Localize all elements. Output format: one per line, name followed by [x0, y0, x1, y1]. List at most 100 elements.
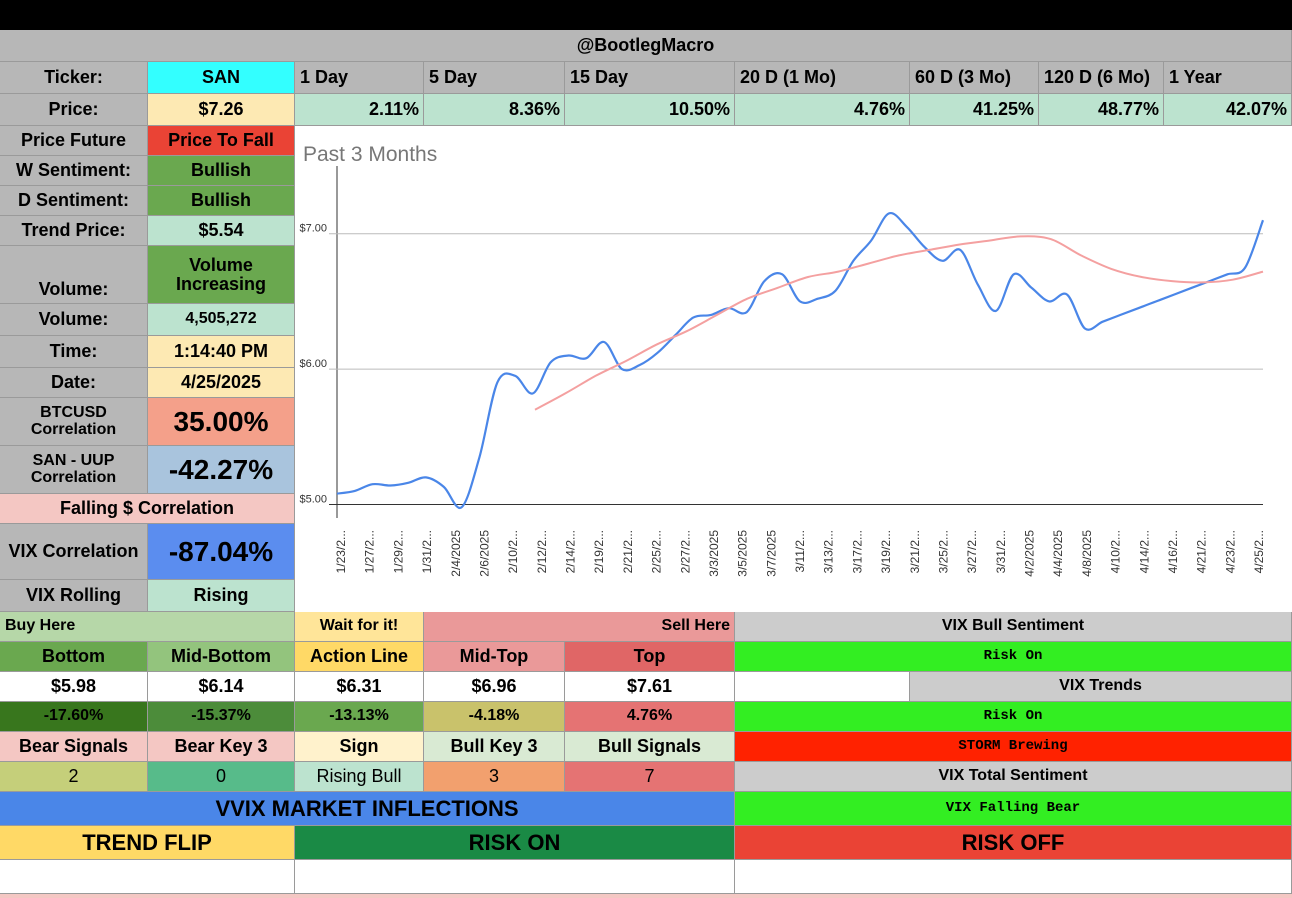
x-tick-label: 2/19/2...	[592, 530, 606, 573]
signal-value-bear: 2	[0, 762, 148, 792]
volume-trend-value: Volume Increasing	[148, 246, 295, 304]
period-5d: 5 Day	[424, 62, 565, 94]
signal-value-bear-key: 0	[148, 762, 295, 792]
buy-here-label: Buy Here	[0, 612, 295, 642]
signal-value-bull: 7	[565, 762, 735, 792]
ticker-value: SAN	[148, 62, 295, 94]
level-header-action: Action Line	[295, 642, 424, 672]
x-tick-label: 3/3/2025	[707, 530, 721, 577]
x-tick-label: 1/29/2...	[391, 530, 405, 573]
level-pct-bottom: -17.60%	[0, 702, 148, 732]
level-price-mid-top: $6.96	[424, 672, 565, 702]
signal-value-sign: Rising Bull	[295, 762, 424, 792]
risk-off: RISK OFF	[735, 826, 1292, 860]
level-header-top: Top	[565, 642, 735, 672]
x-tick-label: 3/21/2...	[908, 530, 922, 573]
level-price-mid-bottom: $6.14	[148, 672, 295, 702]
change-5d: 8.36%	[424, 94, 565, 126]
x-tick-label: 4/25/2...	[1252, 530, 1266, 573]
signal-header-bull-key: Bull Key 3	[424, 732, 565, 762]
level-price-bottom: $5.98	[0, 672, 148, 702]
x-tick-label: 2/21/2...	[621, 530, 635, 573]
uup-corr-label: SAN - UUP Correlation	[0, 446, 148, 494]
level-header-mid-bottom: Mid-Bottom	[148, 642, 295, 672]
x-tick-label: 1/23/2...	[334, 530, 348, 573]
x-tick-label: 2/10/2...	[506, 530, 520, 573]
risk-off-value	[735, 860, 1292, 894]
trend-line	[534, 235, 1264, 411]
price-chart: Past 3 Months $5.00 $6.00 $7.00 1/23/2... 1/…	[295, 126, 1292, 612]
x-tick-label: 2/6/2025	[477, 530, 491, 577]
x-tick-label: 3/25/2...	[936, 530, 950, 573]
price-future-label: Price Future	[0, 126, 148, 156]
trend-flip: TREND FLIP	[0, 826, 295, 860]
trend-flip-value	[0, 860, 295, 894]
x-tick-label: 2/14/2...	[564, 530, 578, 573]
date-label: Date:	[0, 368, 148, 398]
change-20d: 4.76%	[735, 94, 910, 126]
ticker-label: Ticker:	[0, 62, 148, 94]
d-sentiment-value: Bullish	[148, 186, 295, 216]
x-tick-label: 2/12/2...	[535, 530, 549, 573]
trend-price-value: $5.54	[148, 216, 295, 246]
level-pct-mid-bottom: -15.37%	[148, 702, 295, 732]
x-tick-label: 1/27/2...	[363, 530, 377, 573]
volume-value: 4,505,272	[148, 304, 295, 336]
x-tick-label: 4/21/2...	[1195, 530, 1209, 573]
bottom-strip	[0, 894, 1292, 898]
vix-total-label: VIX Total Sentiment	[735, 762, 1292, 792]
w-sentiment-value: Bullish	[148, 156, 295, 186]
vix-trend-value-1: Risk On	[735, 702, 1292, 732]
chart-title: Past 3 Months	[303, 143, 437, 166]
vix-corr-value: -87.04%	[148, 524, 295, 580]
x-tick-label: 3/19/2...	[879, 530, 893, 573]
signal-header-bull: Bull Signals	[565, 732, 735, 762]
date-value: 4/25/2025	[148, 368, 295, 398]
x-tick-label: 3/13/2...	[822, 530, 836, 573]
period-1y: 1 Year	[1164, 62, 1292, 94]
top-bar	[0, 0, 1292, 30]
wait-label: Wait for it!	[295, 612, 424, 642]
signal-header-bear-key: Bear Key 3	[148, 732, 295, 762]
volume-trend-label: Volume:	[0, 246, 148, 304]
risk-on: RISK ON	[295, 826, 735, 860]
price-chart-svg: Past 3 Months $5.00 $6.00 $7.00 1/23/2... 1/…	[299, 143, 1266, 577]
x-tick-label: 1/31/2...	[420, 530, 434, 573]
x-tick-label: 3/27/2...	[965, 530, 979, 573]
x-tick-label: 3/31/2...	[994, 530, 1008, 573]
btc-corr-label: BTCUSD Correlation	[0, 398, 148, 446]
price-future-value: Price To Fall	[148, 126, 295, 156]
vix-bull-sentiment-value: Risk On	[735, 642, 1292, 672]
vvix-title: VVIX MARKET INFLECTIONS	[0, 792, 735, 826]
y-tick-label: $5.00	[299, 493, 327, 505]
period-20d: 20 D (1 Mo)	[735, 62, 910, 94]
time-label: Time:	[0, 336, 148, 368]
level-pct-mid-top: -4.18%	[424, 702, 565, 732]
vix-trends-blank	[735, 672, 910, 702]
change-15d: 10.50%	[565, 94, 735, 126]
y-tick-label: $7.00	[299, 223, 327, 235]
x-tick-label: 3/5/2025	[736, 530, 750, 577]
time-value: 1:14:40 PM	[148, 336, 295, 368]
change-60d: 41.25%	[910, 94, 1039, 126]
x-tick-label: 3/7/2025	[764, 530, 778, 577]
change-1y: 42.07%	[1164, 94, 1292, 126]
price-label: Price:	[0, 94, 148, 126]
period-120d: 120 D (6 Mo)	[1039, 62, 1164, 94]
level-header-bottom: Bottom	[0, 642, 148, 672]
vix-corr-label: VIX Correlation	[0, 524, 148, 580]
price-value: $7.26	[148, 94, 295, 126]
x-tick-label: 2/4/2025	[449, 530, 463, 577]
signal-header-bear: Bear Signals	[0, 732, 148, 762]
period-60d: 60 D (3 Mo)	[910, 62, 1039, 94]
uup-corr-value: -42.27%	[148, 446, 295, 494]
trend-price-label: Trend Price:	[0, 216, 148, 246]
period-1d: 1 Day	[295, 62, 424, 94]
signal-value-bull-key: 3	[424, 762, 565, 792]
vix-total-value: VIX Falling Bear	[735, 792, 1292, 826]
level-header-mid-top: Mid-Top	[424, 642, 565, 672]
vix-trends-label: VIX Trends	[910, 672, 1292, 702]
change-120d: 48.77%	[1039, 94, 1164, 126]
btc-corr-value: 35.00%	[148, 398, 295, 446]
x-tick-label: 4/14/2...	[1137, 530, 1151, 573]
